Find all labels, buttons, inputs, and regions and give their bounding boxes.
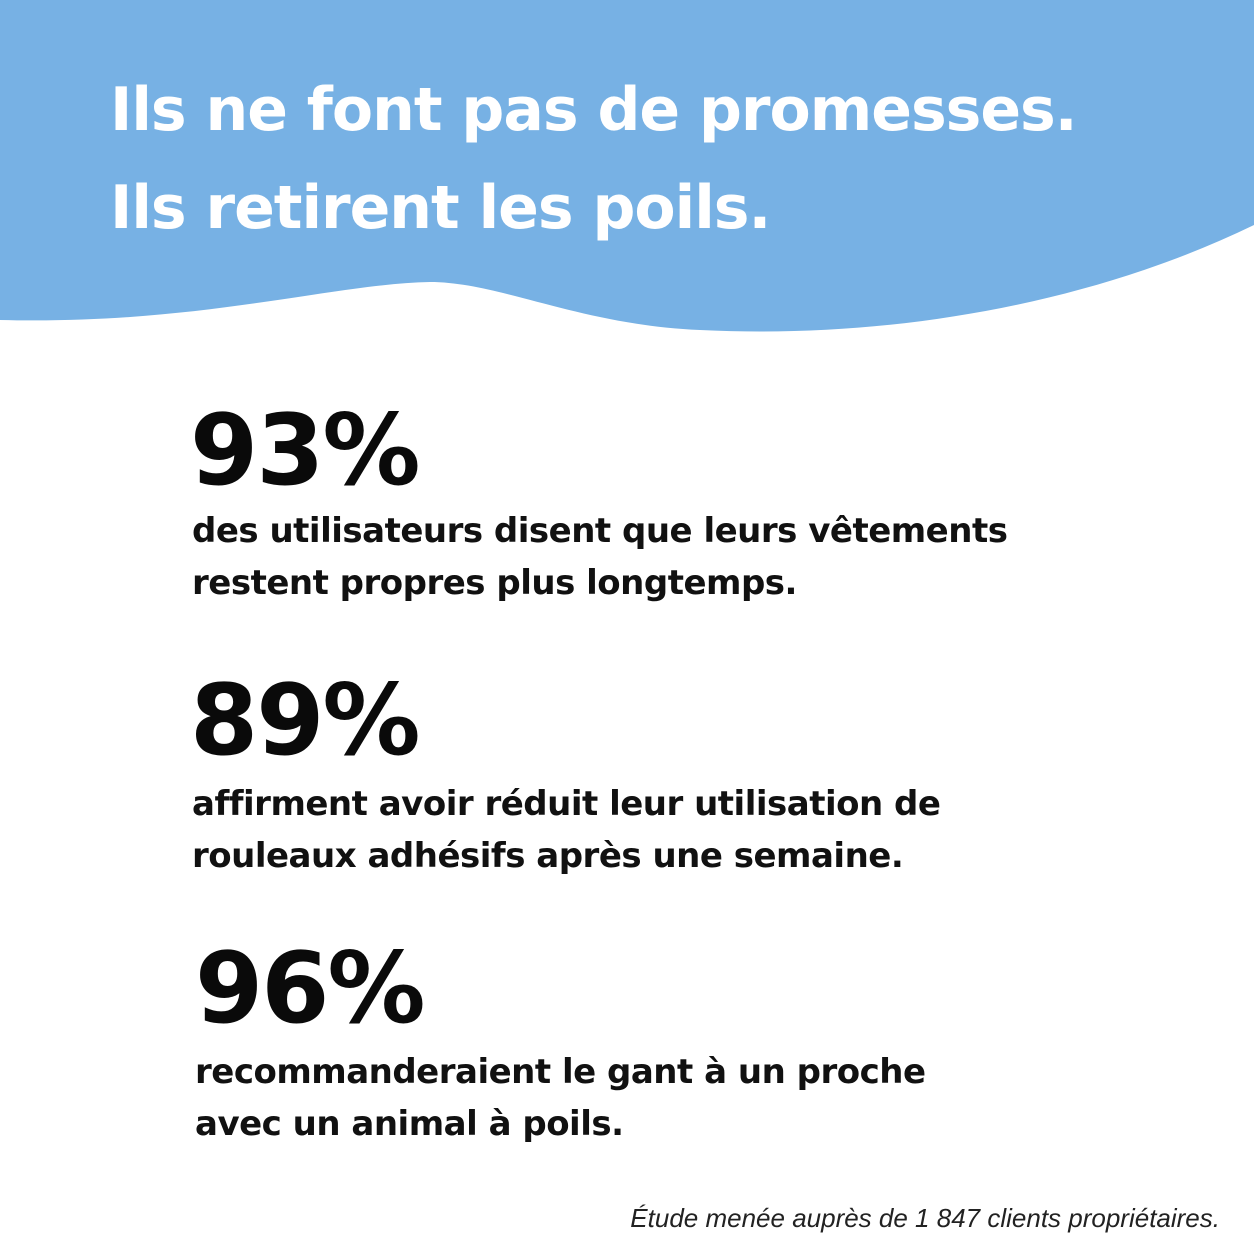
footnote: Étude menée auprès de 1 847 clients prop… (630, 1203, 1220, 1233)
stat-description: affirment avoir réduit leur utilisation … (192, 784, 940, 824)
stat-description: restent propres plus longtemps. (192, 563, 797, 603)
header-wave (0, 0, 1254, 332)
stat-value: 96% (195, 932, 424, 1046)
stat-description: recommanderaient le gant à un proche (195, 1052, 926, 1092)
stat-value: 89% (190, 664, 419, 778)
stat-description: avec un animal à poils. (195, 1104, 624, 1144)
title-line: Ils ne font pas de promesses. (110, 75, 1077, 145)
stat-value: 93% (190, 394, 419, 508)
title-line: Ils retirent les poils. (110, 173, 770, 243)
stat-description: rouleaux adhésifs après une semaine. (192, 836, 903, 876)
stat-description: des utilisateurs disent que leurs vêteme… (192, 511, 1007, 551)
